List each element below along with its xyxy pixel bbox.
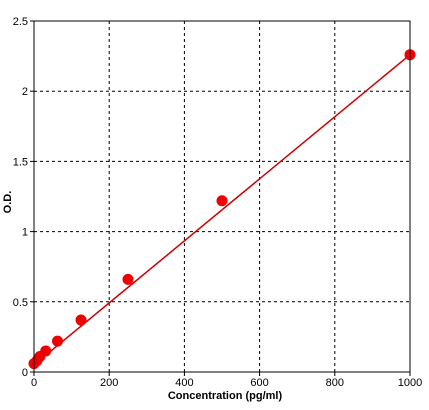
y-tick-label: 0.5	[13, 297, 28, 309]
data-point	[122, 273, 134, 285]
fit-line	[33, 54, 411, 366]
plot-frame	[33, 20, 411, 373]
x-tick-label: 800	[326, 377, 344, 389]
data-points	[28, 49, 416, 370]
x-tick-label: 200	[100, 377, 118, 389]
y-tick-label: 2.5	[13, 16, 28, 28]
axis-ticks: 0 200 400 600 800 1000 0 0.5 1 1.5 2 2.5	[13, 16, 423, 389]
y-tick-label: 2	[22, 86, 28, 98]
x-axis-label: Concentration (pg/ml)	[168, 390, 283, 402]
data-point	[216, 195, 228, 207]
data-point	[40, 345, 52, 357]
data-point	[52, 335, 63, 347]
data-point	[75, 314, 87, 326]
y-tick-label: 1.5	[13, 156, 28, 168]
fit-line-group	[33, 54, 411, 366]
y-tick-label: 1	[22, 227, 28, 239]
x-tick-label: 1000	[398, 377, 422, 389]
x-tick-label: 400	[175, 377, 193, 389]
plot-border	[33, 20, 411, 373]
grid-lines	[34, 21, 410, 372]
x-tick-label: 0	[31, 377, 37, 389]
y-tick-label: 0	[22, 367, 28, 379]
x-tick-label: 600	[250, 377, 268, 389]
y-axis-label: O.D.	[2, 191, 14, 214]
